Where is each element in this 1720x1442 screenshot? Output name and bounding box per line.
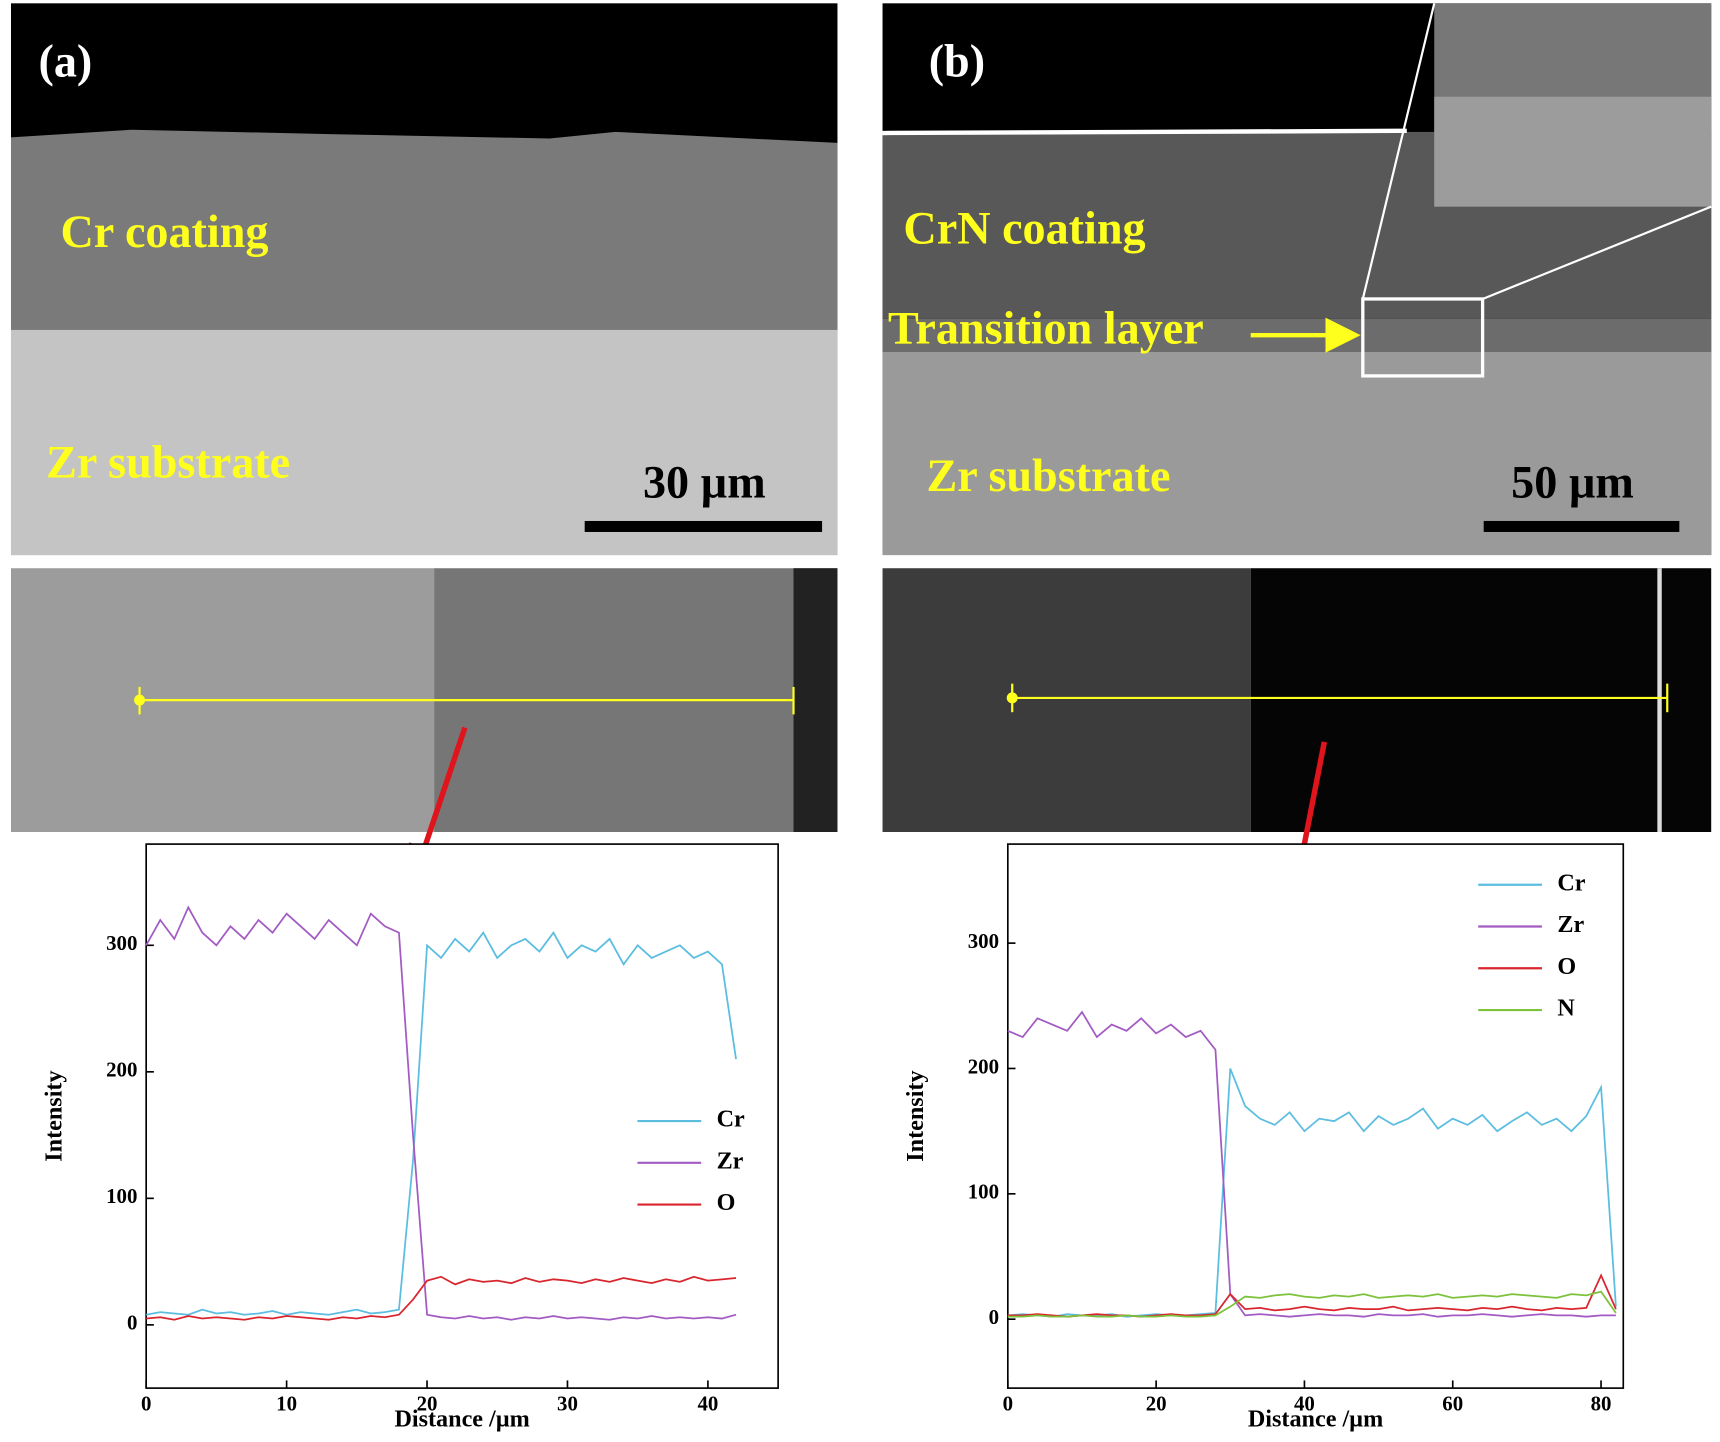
plot-frame <box>145 843 779 1389</box>
sem-panel-b: (b) CrN coating Transition layer Zr subs… <box>882 3 1712 989</box>
x-tick-label: 60 <box>1442 1391 1463 1415</box>
panel-label: (b) <box>929 36 985 87</box>
y-tick-label: 200 <box>106 1058 137 1082</box>
series-line <box>1007 1010 1616 1318</box>
scale-bar-label: 30 µm <box>643 456 766 507</box>
legend-label: Zr <box>1557 911 1584 938</box>
y-tick-label: 0 <box>127 1311 137 1335</box>
sem-panel-a: (a) Cr coating Zr substrate 30 µm <box>10 3 838 879</box>
coating-label: Cr coating <box>60 206 268 257</box>
legend-label: N <box>1557 995 1575 1022</box>
y-tick-label: 100 <box>106 1184 137 1208</box>
y-tick-label: 300 <box>106 931 137 955</box>
x-tick-label: 0 <box>141 1391 151 1415</box>
y-axis-title: Intensity <box>902 1070 929 1161</box>
series-line <box>145 905 737 1321</box>
transition-label: Transition layer <box>888 303 1204 354</box>
legend-label: O <box>1557 953 1576 980</box>
substrate-label: Zr substrate <box>926 450 1170 501</box>
substrate-label: Zr substrate <box>46 437 290 488</box>
legend-label: Zr <box>717 1147 744 1174</box>
series-line <box>1007 1290 1617 1318</box>
y-axis-title: Intensity <box>41 1070 68 1161</box>
x-tick-label: 10 <box>276 1391 297 1415</box>
x-tick-label: 40 <box>697 1391 718 1415</box>
legend-label: Cr <box>1557 869 1585 896</box>
y-tick-label: 200 <box>968 1054 999 1078</box>
x-axis-title: Distance /µm <box>394 1406 529 1433</box>
y-tick-label: 100 <box>968 1180 999 1204</box>
x-axis-title: Distance /µm <box>1248 1406 1383 1433</box>
coating-label: CrN coating <box>903 203 1145 254</box>
series-line <box>146 1275 737 1321</box>
panel-label: (a) <box>38 36 92 87</box>
scale-bar <box>1483 520 1680 532</box>
legend-label: O <box>717 1189 736 1216</box>
x-tick-label: 20 <box>1146 1391 1167 1415</box>
x-tick-label: 20 <box>417 1391 438 1415</box>
x-tick-label: 40 <box>1294 1391 1315 1415</box>
scale-bar-label: 50 µm <box>1511 456 1634 507</box>
x-tick-label: 30 <box>557 1391 578 1415</box>
y-tick-label: 0 <box>989 1305 999 1329</box>
legend-label: Cr <box>717 1106 745 1133</box>
scale-bar <box>584 520 823 532</box>
series-line <box>1007 1273 1617 1318</box>
y-tick-label: 300 <box>968 929 999 953</box>
x-tick-label: 80 <box>1591 1391 1612 1415</box>
x-tick-label: 0 <box>1003 1391 1013 1415</box>
series-line <box>146 931 737 1316</box>
